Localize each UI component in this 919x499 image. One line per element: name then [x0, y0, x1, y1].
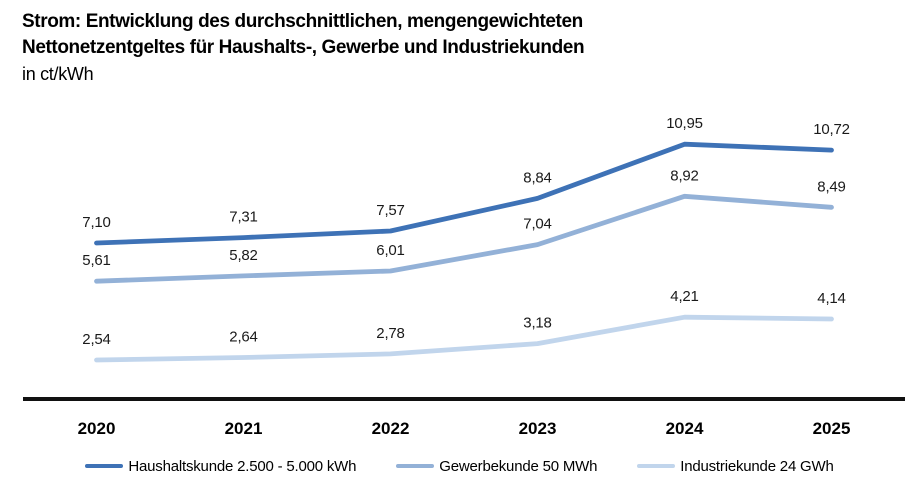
x-axis-label-2025: 2025	[813, 419, 851, 438]
data-label-industriekunde-2025: 4,14	[817, 290, 845, 307]
legend-marker-haushaltskunde-icon	[85, 463, 124, 469]
legend: Haushaltskunde 2.500 - 5.000 kWh Gewerbe…	[0, 452, 919, 480]
legend-label-industriekunde: Industriekunde 24 GWh	[680, 457, 834, 475]
data-label-haushaltskunde-2023: 8,84	[523, 169, 551, 186]
legend-item-haushaltskunde: Haushaltskunde 2.500 - 5.000 kWh	[85, 458, 356, 475]
data-label-gewerbekunde-2024: 8,92	[670, 167, 698, 184]
chart-title-line2: Nettonetzentgeltes für Haushalts-, Gewer…	[22, 37, 585, 58]
data-label-industriekunde-2020: 2,54	[82, 331, 110, 348]
chart-title-block: Strom: Entwicklung des durchschnittliche…	[22, 9, 882, 87]
chart-line-industriekunde	[94, 314, 834, 363]
legend-item-gewerbekunde: Gewerbekunde 50 MWh	[396, 458, 597, 475]
legend-marker-gewerbekunde-icon	[396, 463, 435, 469]
legend-item-industriekunde: Industriekunde 24 GWh	[637, 457, 834, 475]
data-label-gewerbekunde-2020: 5,61	[82, 252, 110, 269]
x-axis-label-2021: 2021	[225, 419, 263, 438]
data-label-industriekunde-2021: 2,64	[229, 329, 257, 346]
line-chart: 7,10 7,31 7,57 8,84 10,95 10,72 5,61 5,82 6,01 7,…	[23, 115, 905, 438]
legend-label-haushaltskunde: Haushaltskunde 2.500 - 5.000 kWh	[128, 457, 357, 475]
x-axis-label-2023: 2023	[519, 419, 557, 438]
data-label-haushaltskunde-2021: 7,31	[229, 209, 257, 226]
data-label-industriekunde-2024: 4,21	[670, 288, 698, 305]
chart-title-line1: Strom: Entwicklung des durchschnittliche…	[22, 11, 583, 32]
data-label-industriekunde-2022: 2,78	[376, 325, 404, 342]
data-label-gewerbekunde-2022: 6,01	[376, 242, 404, 259]
chart-unit-label: in ct/kWh	[22, 64, 94, 84]
data-label-gewerbekunde-2021: 5,82	[229, 247, 257, 264]
legend-marker-industriekunde-icon	[637, 463, 676, 469]
data-label-gewerbekunde-2025: 8,49	[817, 178, 845, 195]
x-axis-label-2024: 2024	[666, 419, 704, 438]
data-label-haushaltskunde-2024: 10,95	[666, 115, 703, 132]
chart-line-gewerbekunde	[94, 193, 834, 284]
data-label-gewerbekunde-2023: 7,04	[523, 216, 551, 233]
data-label-haushaltskunde-2022: 7,57	[376, 202, 404, 219]
data-label-haushaltskunde-2025: 10,72	[813, 121, 850, 138]
x-axis-label-2020: 2020	[78, 419, 116, 438]
x-axis-label-2022: 2022	[372, 419, 410, 438]
data-label-haushaltskunde-2020: 7,10	[82, 214, 110, 231]
legend-label-gewerbekunde: Gewerbekunde 50 MWh	[439, 457, 598, 475]
data-label-industriekunde-2023: 3,18	[523, 315, 551, 332]
chart-line-haushaltskunde	[94, 141, 834, 246]
